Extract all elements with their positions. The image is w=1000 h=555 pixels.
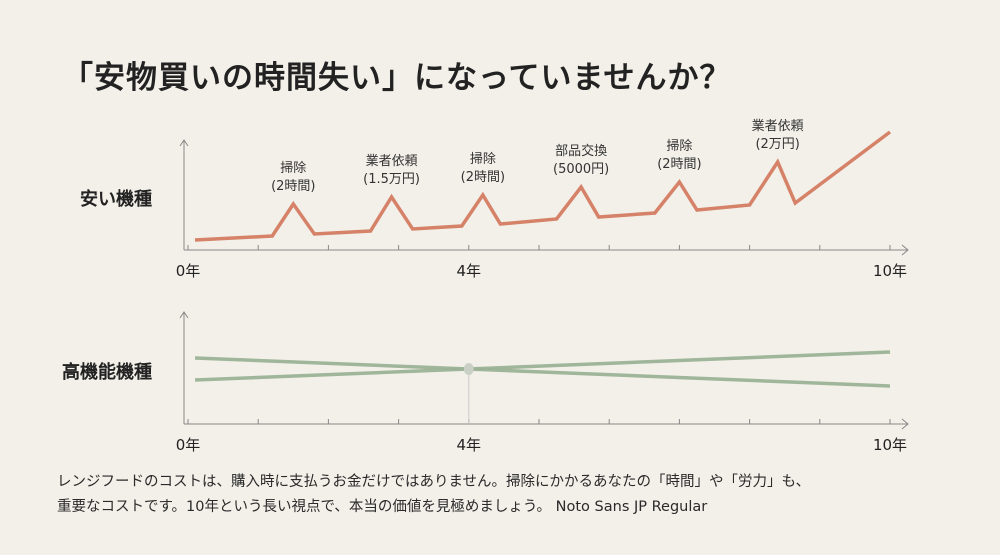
annotation-label: 掃除 [470, 151, 496, 167]
annotation-label: 掃除 [280, 160, 306, 176]
annotation: 掃除 (2時間) [461, 151, 505, 185]
annotation-label: (2時間) [271, 179, 315, 194]
y-axis-arrow-icon [179, 311, 189, 319]
annotation: 掃除 (2時間) [271, 160, 315, 194]
x-tick-label: 0年 [176, 436, 201, 454]
x-tick-label: 4年 [457, 262, 482, 280]
x-axis-arrow-icon [901, 244, 909, 256]
x-tick-label: 10年 [873, 262, 907, 280]
annotation-label: (2時間) [657, 157, 701, 172]
footer-line-1: レンジフードのコストは、購入時に支払うお金だけではありません。掃除にかかるあなた… [57, 474, 811, 490]
footer-line-2: 重要なコストです。10年という長い視点で、本当の価値を見極めましょう。 Noto… [57, 499, 708, 515]
annotation: 業者依頼 (2万円) [752, 118, 804, 152]
annotation: 業者依頼 (1.5万円) [363, 153, 420, 187]
annotation-label: (1.5万円) [363, 172, 420, 187]
y-axis-arrow-icon [179, 139, 189, 147]
series-line-2 [194, 350, 891, 382]
x-tick-label: 0年 [176, 262, 201, 280]
footer-text: レンジフードのコストは、購入時に支払うお金だけではありません。掃除にかかるあなた… [57, 470, 957, 520]
annotation-label: (5000円) [553, 162, 609, 177]
row-label-cheap: 安い機種 [80, 189, 152, 210]
series-line-1 [194, 356, 891, 388]
annotation-label: (2時間) [461, 170, 505, 185]
row-label-premium: 高機能機種 [62, 362, 152, 383]
annotation-label: 部品交換 [555, 143, 607, 159]
annotation: 部品交換 (5000円) [553, 143, 609, 177]
x-axis-arrow-icon [901, 418, 909, 430]
annotation-label: (2万円) [755, 137, 799, 152]
annotation-label: 掃除 [666, 138, 692, 154]
page-title: 「安物買いの時間失い」になっていませんか？ [62, 60, 732, 96]
series-line-1 [194, 130, 892, 242]
x-tick-label: 4年 [457, 436, 482, 454]
annotation-label: 業者依頼 [752, 118, 804, 134]
x-tick-label: 10年 [873, 436, 907, 454]
annotation: 掃除 (2時間) [657, 138, 701, 172]
crossing-marker [463, 363, 474, 375]
annotation-label: 業者依頼 [366, 153, 418, 169]
